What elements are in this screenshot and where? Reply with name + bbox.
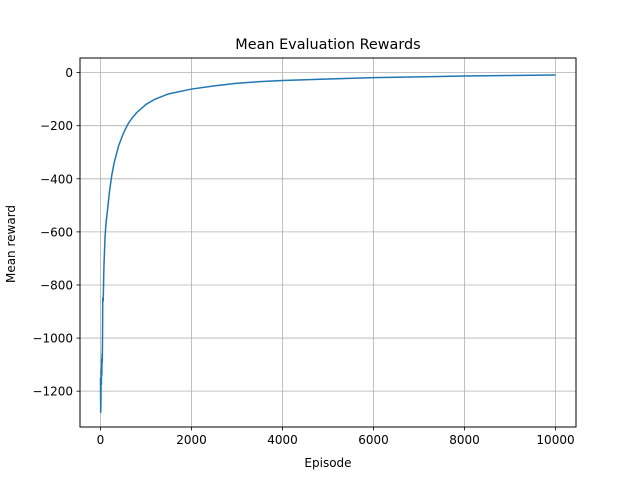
x-tick-label: 10000 <box>536 433 574 447</box>
x-tick-label: 8000 <box>449 433 480 447</box>
plot-lines <box>99 74 556 414</box>
axes-frame <box>79 57 577 428</box>
x-tick-label: 2000 <box>176 433 207 447</box>
y-tick-label: −1200 <box>32 385 73 399</box>
y-tick-label: −600 <box>40 225 73 239</box>
grid <box>80 58 576 427</box>
x-tick-label: 6000 <box>358 433 389 447</box>
x-tick-label: 0 <box>97 433 105 447</box>
y-tick-label: 0 <box>65 66 73 80</box>
ticks: 0 2000 4000 6000 8000 10000 −1200 −1000 −800 −600… <box>32 66 574 447</box>
y-axis-label: Mean reward <box>4 205 18 283</box>
y-tick-label: −200 <box>40 119 73 133</box>
x-tick-label: 4000 <box>267 433 298 447</box>
series-line <box>99 74 556 414</box>
y-tick-label: −800 <box>40 278 73 292</box>
y-tick-label: −400 <box>40 172 73 186</box>
chart-title: Mean Evaluation Rewards <box>235 37 420 53</box>
y-tick-label: −1000 <box>32 332 73 346</box>
x-axis-label: Episode <box>304 456 351 470</box>
